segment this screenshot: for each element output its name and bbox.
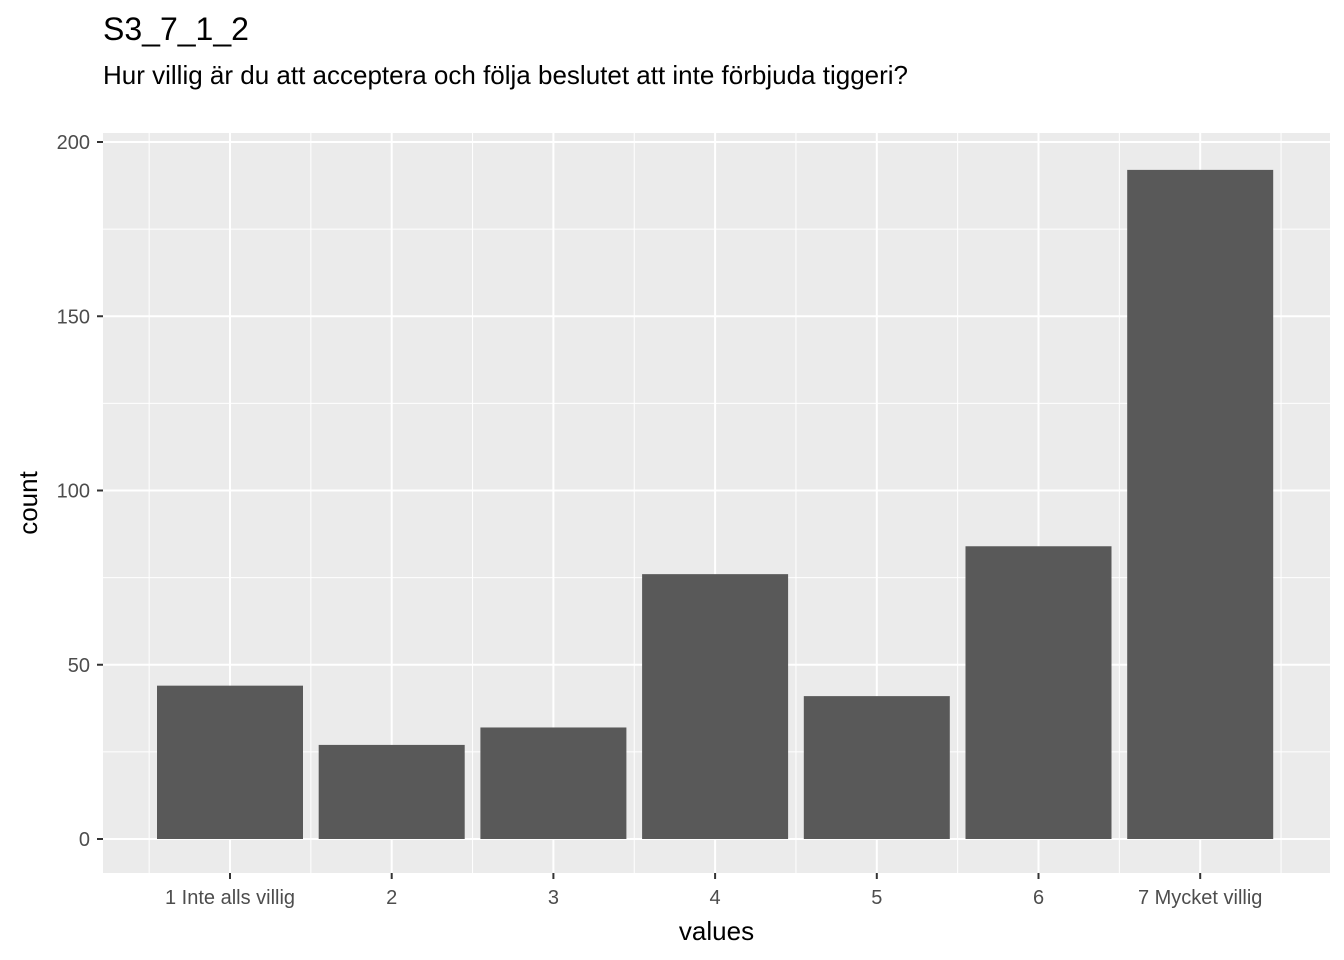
- x-tick-label: 5: [871, 887, 882, 909]
- y-tick-label: 0: [79, 829, 90, 851]
- bar: [1127, 169, 1274, 839]
- y-axis-title: count: [13, 470, 43, 534]
- x-axis-title: values: [679, 916, 754, 946]
- x-tick-label: 7 Mycket villig: [1138, 887, 1262, 909]
- y-tick-label: 150: [57, 306, 90, 328]
- chart-subtitle: Hur villig är du att acceptera och följa…: [103, 60, 909, 90]
- y-tick-label: 100: [57, 481, 90, 503]
- x-tick-label: 3: [548, 887, 559, 909]
- minor-gridlines: [103, 133, 1330, 873]
- bar: [642, 574, 789, 839]
- x-tick-label: 6: [1033, 887, 1044, 909]
- y-axis: 0 50 100 150 200: [57, 132, 103, 851]
- bar: [480, 727, 627, 839]
- bar: [803, 696, 950, 839]
- y-tick-label: 50: [68, 655, 90, 677]
- bar: [318, 744, 465, 839]
- x-tick-label: 4: [710, 887, 721, 909]
- x-axis: 1 Inte alls villig 2 3 4 5 6 7 Mycket villig: [165, 873, 1262, 909]
- bars: [157, 169, 1274, 839]
- bar: [965, 546, 1112, 839]
- chart-title: S3_7_1_2: [103, 11, 249, 47]
- x-tick-label: 1 Inte alls villig: [165, 887, 295, 909]
- x-tick-label: 2: [386, 887, 397, 909]
- bar: [157, 685, 303, 839]
- y-tick-label: 200: [57, 132, 90, 154]
